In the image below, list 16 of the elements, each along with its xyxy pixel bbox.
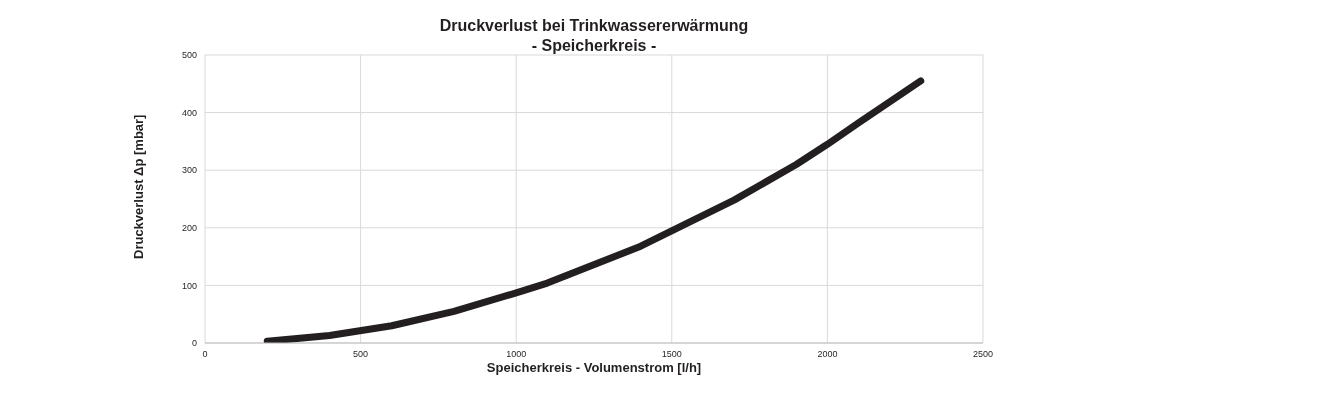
x-axis-title: Speicherkreis - Volumenstrom [l/h]	[486, 360, 702, 375]
x-tick-label: 2500	[972, 349, 994, 360]
x-tick-label: 500	[353, 349, 369, 360]
y-tick-label: 300	[181, 165, 197, 176]
x-tick-label: 0	[202, 349, 208, 360]
x-tick-label: 2000	[817, 349, 838, 360]
y-tick-label: 100	[181, 280, 197, 291]
y-axis-title: Druckverlust Δp [mbar]	[130, 114, 146, 259]
chart-subtitle: - Speicherkreis -	[530, 36, 658, 56]
x-tick-label: 1500	[661, 349, 682, 360]
chart-title: Druckverlust bei Trinkwassererwärmung	[438, 16, 750, 36]
x-tick-label: 1000	[506, 349, 527, 360]
y-tick-label: 0	[191, 338, 197, 349]
y-tick-label: 200	[181, 223, 197, 233]
y-tick-label: 500	[181, 50, 197, 61]
y-tick-label: 400	[181, 107, 197, 118]
